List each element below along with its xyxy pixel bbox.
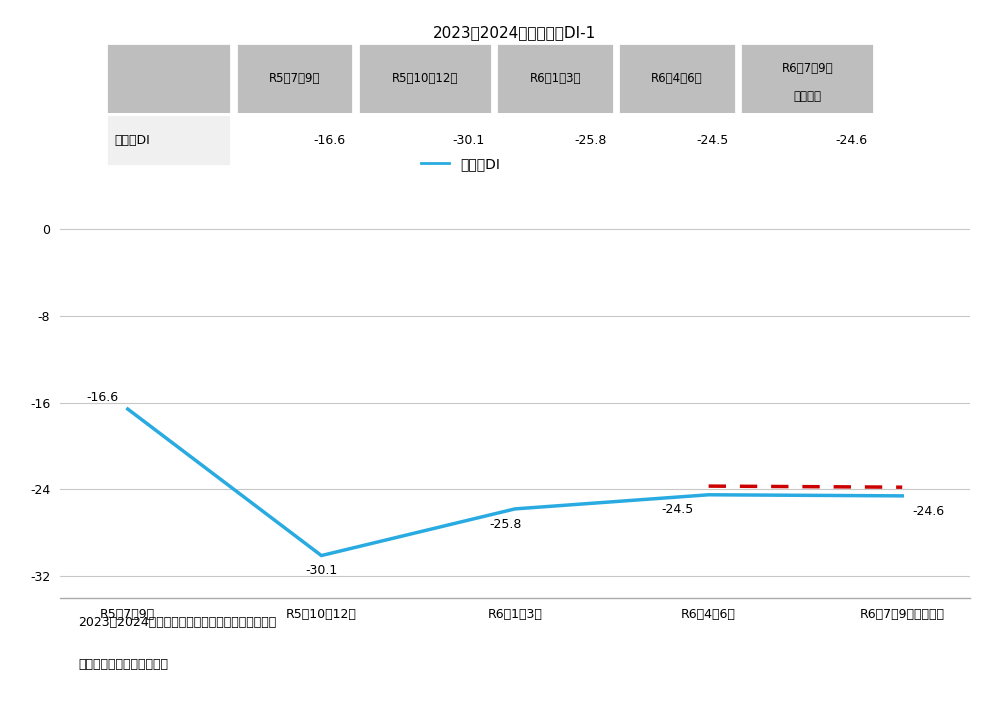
Text: R6年4～6月: R6年4～6月 [651, 73, 703, 85]
Bar [496, 114, 614, 166]
Text: R6年7～9月: R6年7～9月 [782, 62, 833, 75]
Bar [358, 44, 492, 114]
Text: -24.6: -24.6 [912, 505, 944, 517]
Text: R6年1～3月: R6年1～3月 [529, 73, 581, 85]
Bar [618, 44, 736, 114]
Bar [740, 114, 874, 166]
Bar [106, 44, 231, 114]
Text: -24.6: -24.6 [835, 134, 867, 147]
Text: -25.8: -25.8 [574, 134, 607, 147]
Text: 利用客DI: 利用客DI [115, 134, 150, 147]
Text: -25.8: -25.8 [489, 517, 522, 531]
Text: -16.6: -16.6 [314, 134, 346, 147]
Text: R5年7～9月: R5年7～9月 [269, 73, 320, 85]
Text: -24.5: -24.5 [696, 134, 728, 147]
Text: 2023～2024年　利用客DI-1: 2023～2024年 利用客DI-1 [433, 25, 597, 40]
Bar [236, 44, 353, 114]
Bar [740, 44, 874, 114]
Text: 引用元：日本政策金融公庫: 引用元：日本政策金融公庫 [78, 658, 168, 671]
Bar [106, 114, 231, 166]
Text: -30.1: -30.1 [452, 134, 485, 147]
Text: （今期）: （今期） [793, 90, 821, 103]
Text: -30.1: -30.1 [305, 564, 338, 577]
Bar [236, 114, 353, 166]
Text: R5年10～12月: R5年10～12月 [392, 73, 458, 85]
Legend: 利用客DI: 利用客DI [415, 152, 505, 177]
Bar [618, 114, 736, 166]
Text: -24.5: -24.5 [661, 503, 693, 517]
Bar [358, 114, 492, 166]
Bar [496, 44, 614, 114]
Text: 2023～2024年　生活衛生関係営業の景況　美容業: 2023～2024年 生活衛生関係営業の景況 美容業 [78, 616, 276, 630]
Text: -16.6: -16.6 [86, 391, 118, 404]
